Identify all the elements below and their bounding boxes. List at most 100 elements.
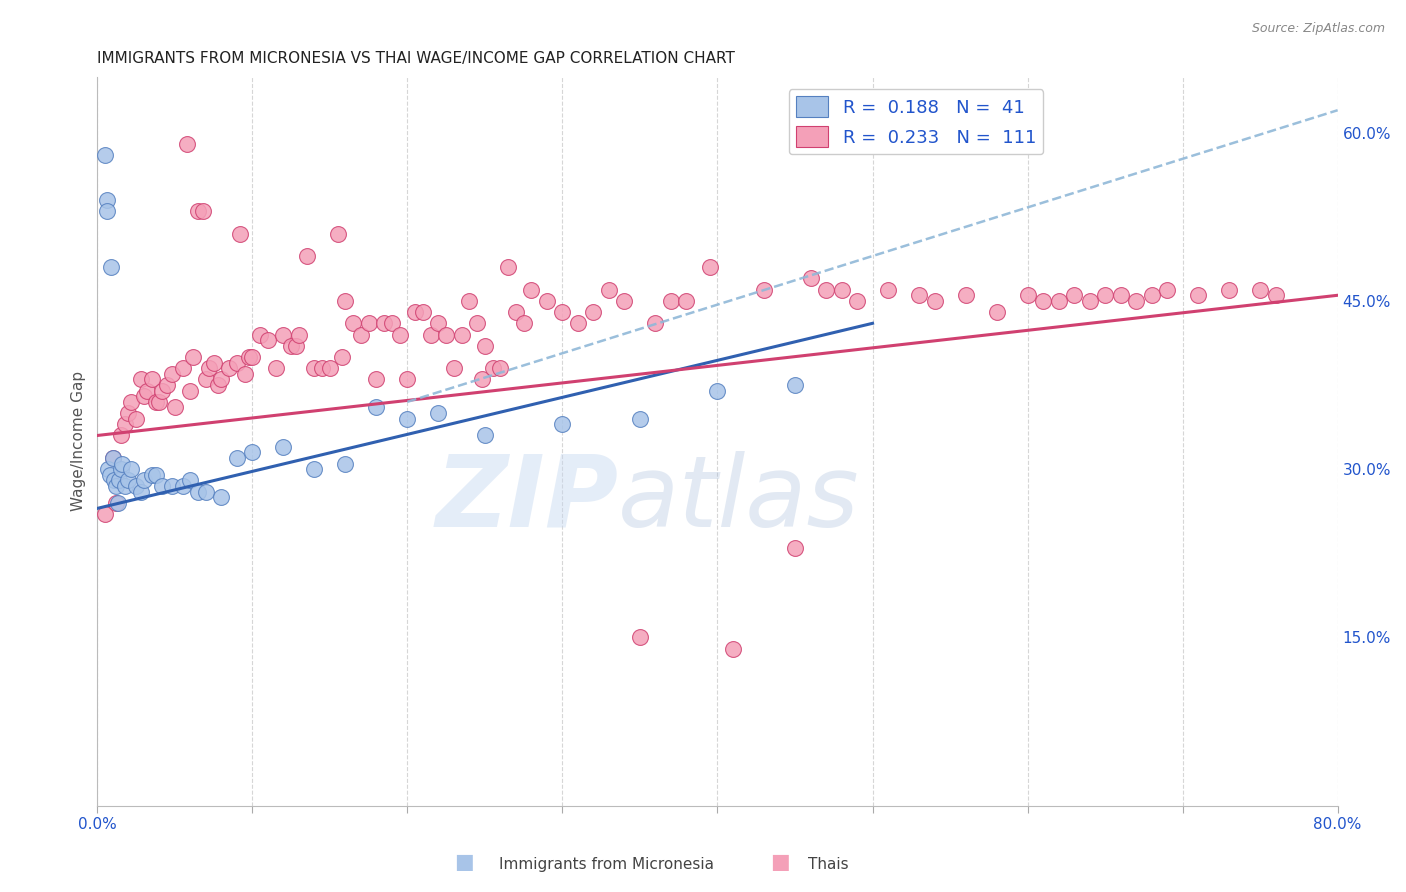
Point xyxy=(512,316,534,330)
Point xyxy=(104,479,127,493)
Point xyxy=(330,350,353,364)
Point xyxy=(814,283,837,297)
Point xyxy=(721,641,744,656)
Text: atlas: atlas xyxy=(619,450,860,548)
Point xyxy=(152,479,174,493)
Point xyxy=(304,462,326,476)
Point xyxy=(505,305,527,319)
Point xyxy=(335,457,357,471)
Point xyxy=(97,462,120,476)
Point xyxy=(458,293,481,308)
Point xyxy=(125,479,148,493)
Point xyxy=(163,401,186,415)
Point xyxy=(474,339,496,353)
Point xyxy=(107,496,129,510)
Point xyxy=(481,361,503,376)
Point xyxy=(101,450,124,465)
Point xyxy=(1264,288,1286,302)
Point xyxy=(194,372,217,386)
Point xyxy=(1187,288,1209,302)
Point xyxy=(103,473,125,487)
Text: ■: ■ xyxy=(770,853,790,872)
Point xyxy=(311,361,333,376)
Point xyxy=(141,467,163,482)
Point xyxy=(172,361,194,376)
Point xyxy=(443,361,465,376)
Point xyxy=(160,479,183,493)
Point xyxy=(249,327,271,342)
Point xyxy=(412,305,434,319)
Point xyxy=(141,372,163,386)
Point xyxy=(101,450,124,465)
Point xyxy=(1156,283,1178,297)
Point xyxy=(598,283,620,297)
Point xyxy=(218,361,240,376)
Point xyxy=(357,316,380,330)
Point xyxy=(1218,283,1240,297)
Point xyxy=(335,293,357,308)
Point xyxy=(644,316,666,330)
Point xyxy=(273,327,295,342)
Point xyxy=(94,507,117,521)
Point xyxy=(366,401,388,415)
Point xyxy=(108,473,131,487)
Point xyxy=(1094,288,1116,302)
Point xyxy=(388,327,411,342)
Point xyxy=(381,316,404,330)
Point xyxy=(148,394,170,409)
Point xyxy=(117,473,139,487)
Point xyxy=(238,350,260,364)
Point xyxy=(242,350,264,364)
Point xyxy=(129,484,152,499)
Point xyxy=(1109,288,1132,302)
Point xyxy=(207,378,229,392)
Point xyxy=(136,384,159,398)
Point xyxy=(536,293,558,308)
Point xyxy=(229,227,252,241)
Point xyxy=(450,327,472,342)
Point xyxy=(120,462,142,476)
Point xyxy=(628,631,651,645)
Point xyxy=(471,372,494,386)
Point xyxy=(1047,293,1070,308)
Point xyxy=(396,411,419,425)
Point xyxy=(955,288,977,302)
Point xyxy=(111,457,134,471)
Point xyxy=(427,406,450,420)
Point xyxy=(187,484,209,499)
Point xyxy=(202,355,225,369)
Point xyxy=(257,333,280,347)
Point xyxy=(551,417,574,432)
Text: Immigrants from Micronesia: Immigrants from Micronesia xyxy=(499,857,714,872)
Point xyxy=(194,484,217,499)
Point xyxy=(427,316,450,330)
Point xyxy=(350,327,373,342)
Point xyxy=(465,316,488,330)
Point xyxy=(1032,293,1054,308)
Point xyxy=(366,372,388,386)
Point xyxy=(100,260,122,275)
Point xyxy=(799,271,821,285)
Point xyxy=(659,293,682,308)
Point xyxy=(176,136,198,151)
Point xyxy=(145,394,167,409)
Point xyxy=(567,316,589,330)
Point xyxy=(419,327,441,342)
Point xyxy=(179,473,201,487)
Point xyxy=(198,361,221,376)
Point xyxy=(96,193,118,207)
Point xyxy=(675,293,697,308)
Point xyxy=(396,372,419,386)
Point xyxy=(191,204,214,219)
Point xyxy=(183,350,205,364)
Point xyxy=(1017,288,1039,302)
Point xyxy=(1249,283,1271,297)
Point xyxy=(264,361,287,376)
Point xyxy=(132,389,155,403)
Point xyxy=(110,428,132,442)
Point xyxy=(225,355,247,369)
Point xyxy=(284,339,307,353)
Point xyxy=(582,305,605,319)
Point xyxy=(209,490,232,504)
Point xyxy=(160,367,183,381)
